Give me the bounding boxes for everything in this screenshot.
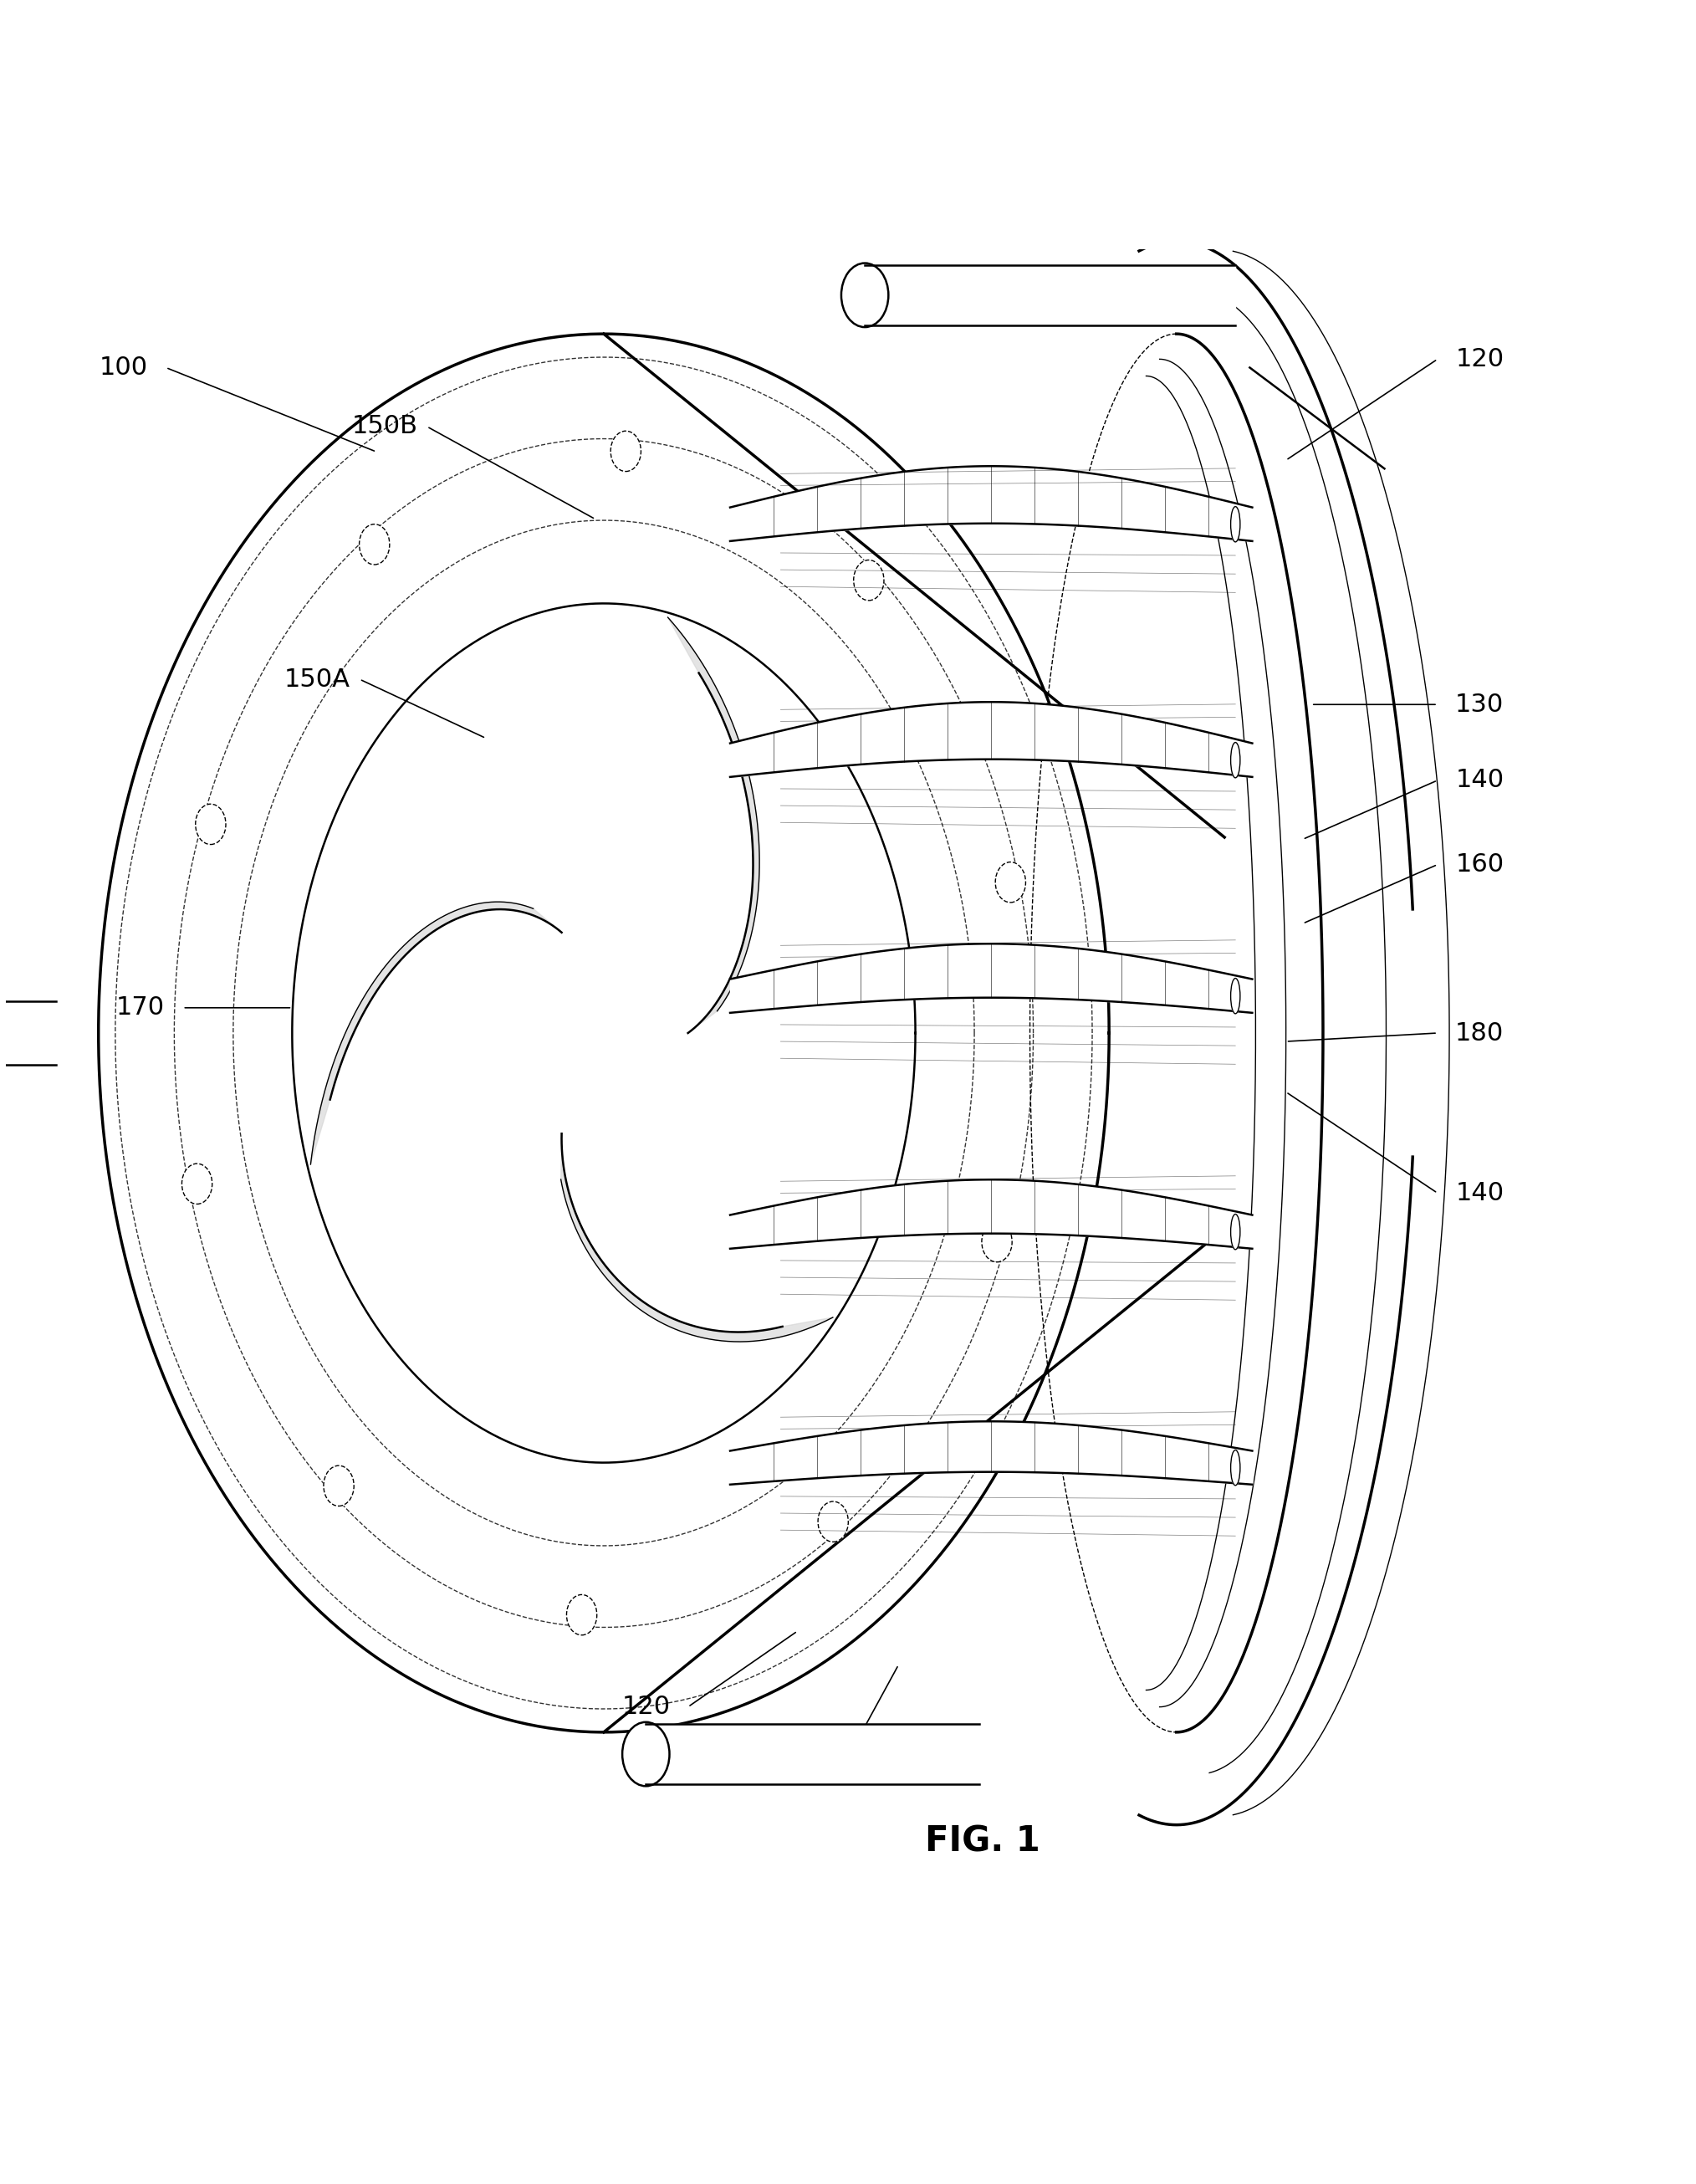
Text: 120: 120 [621,1695,670,1719]
Ellipse shape [1231,1214,1240,1249]
Polygon shape [668,618,760,1033]
Text: 120: 120 [1455,347,1504,371]
Text: 150A: 150A [285,666,351,692]
Ellipse shape [195,804,226,845]
Text: 100: 100 [100,356,148,380]
Text: 170: 170 [117,996,165,1020]
Bar [865,264,1235,325]
Ellipse shape [360,524,390,566]
Ellipse shape [611,430,641,472]
Ellipse shape [1231,1450,1240,1485]
Text: 150B: 150B [351,415,417,439]
Text: 140: 140 [1455,1182,1504,1206]
Bar [646,1723,979,1784]
Ellipse shape [324,1465,354,1507]
Text: 180: 180 [1455,1020,1504,1046]
Text: 160: 160 [1455,852,1504,876]
Ellipse shape [566,1594,597,1636]
Text: 110: 110 [865,1745,914,1769]
Ellipse shape [996,863,1026,902]
Text: FIG. 1: FIG. 1 [924,1824,1040,1859]
Polygon shape [310,902,561,1164]
Ellipse shape [1231,507,1240,542]
Ellipse shape [1231,978,1240,1013]
Ellipse shape [181,1164,212,1203]
Text: 140: 140 [1455,769,1504,793]
Ellipse shape [622,1723,670,1787]
Text: 130: 130 [1455,692,1504,716]
Ellipse shape [853,559,884,601]
Ellipse shape [982,1221,1013,1262]
Ellipse shape [841,262,889,328]
Ellipse shape [817,1500,848,1542]
Ellipse shape [1231,743,1240,778]
Polygon shape [561,1133,833,1341]
